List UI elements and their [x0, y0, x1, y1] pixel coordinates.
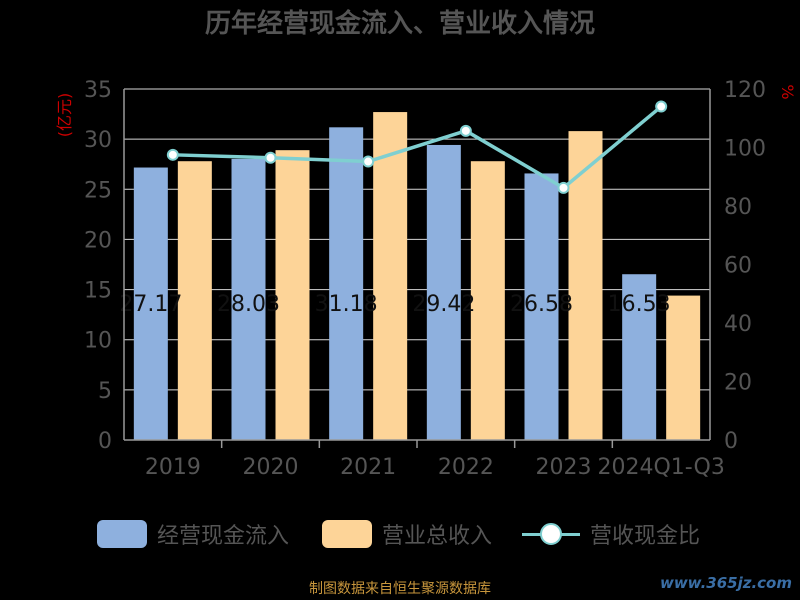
- bar-cash-inflow: [622, 274, 657, 440]
- left-tick-label: 20: [84, 228, 112, 253]
- point-cash-ratio: [557, 181, 570, 194]
- x-tick-label: 2024Q1-Q3: [597, 455, 724, 480]
- left-tick-label: 25: [84, 178, 112, 203]
- bar-cash-inflow: [133, 167, 168, 440]
- right-axis-label: %: [778, 84, 797, 99]
- data-label-cash-inflow: 31.18: [315, 292, 378, 317]
- data-label-cash-inflow: 27.17: [119, 292, 182, 317]
- left-tick-label: 5: [98, 379, 112, 404]
- data-label-cash-inflow: 26.58: [510, 292, 573, 317]
- axis-layer: 0 5 10 15 20 25 30 35 0 20 40 60 80 100 120 2019 2020 202…: [84, 78, 766, 480]
- bar-layer: [133, 112, 701, 441]
- watermark: www.365jz.com: [659, 574, 792, 592]
- bar-cash-inflow: [524, 173, 559, 441]
- right-tick-label: 100: [724, 137, 766, 162]
- left-tick-label: 35: [84, 78, 112, 103]
- bar-revenue: [373, 112, 408, 441]
- bar-revenue: [275, 150, 310, 440]
- left-tick-label: 15: [84, 279, 112, 304]
- data-label-layer: 27.17 28.03 31.18 29.42 26.58 16.53: [119, 292, 670, 317]
- x-tick-label: 2022: [438, 455, 494, 480]
- data-label-cash-inflow: 16.53: [608, 292, 671, 317]
- chart-title: 历年经营现金流入、营业收入情况: [205, 8, 595, 39]
- grid-layer: [124, 88, 710, 441]
- legend-swatch-revenue: [322, 520, 372, 548]
- data-label-cash-inflow: 28.03: [217, 292, 280, 317]
- legend-item-cash-ratio[interactable]: 营收现金比: [522, 512, 700, 556]
- legend: 经营现金流入 营业总收入 营收现金比: [0, 512, 800, 556]
- right-tick-label: 60: [724, 254, 752, 279]
- legend-item-revenue[interactable]: 营业总收入: [322, 512, 492, 556]
- point-cash-ratio: [264, 151, 277, 164]
- bar-cash-inflow: [329, 127, 364, 440]
- right-tick-label: 120: [724, 78, 766, 103]
- line-layer: [166, 100, 668, 194]
- bar-revenue: [470, 161, 505, 440]
- left-axis-label: (亿元): [55, 93, 74, 138]
- right-tick-label: 80: [724, 195, 752, 220]
- bar-revenue: [666, 295, 701, 440]
- bar-revenue: [568, 131, 603, 440]
- right-tick-label: 40: [724, 312, 752, 337]
- legend-label-cash-inflow: 经营现金流入: [157, 524, 290, 549]
- x-tick-label: 2023: [536, 455, 592, 480]
- point-cash-ratio: [459, 124, 472, 137]
- legend-swatch-cash-inflow: [97, 520, 147, 548]
- bar-revenue: [177, 161, 212, 440]
- line-cash-ratio: [172, 105, 663, 190]
- left-tick-label: 10: [84, 329, 112, 354]
- left-tick-label: 0: [98, 429, 112, 454]
- x-tick-label: 2019: [145, 455, 201, 480]
- source-note: 制图数据来自恒生聚源数据库: [309, 581, 491, 597]
- legend-label-revenue: 营业总收入: [382, 524, 493, 549]
- right-tick-label: 20: [724, 371, 752, 396]
- point-cash-ratio: [362, 155, 375, 168]
- bar-cash-inflow: [426, 144, 461, 441]
- left-tick-label: 30: [84, 128, 112, 153]
- legend-line-key-cash-ratio: [522, 520, 580, 548]
- data-label-cash-inflow: 29.42: [412, 292, 475, 317]
- right-tick-label: 0: [724, 429, 738, 454]
- point-cash-ratio: [166, 148, 179, 161]
- x-tick-label: 2020: [243, 455, 299, 480]
- bar-cash-inflow: [231, 158, 266, 440]
- legend-label-cash-ratio: 营收现金比: [590, 524, 701, 549]
- legend-item-cash-inflow[interactable]: 经营现金流入: [97, 512, 289, 556]
- point-cash-ratio: [655, 100, 668, 113]
- x-tick-label: 2021: [340, 455, 396, 480]
